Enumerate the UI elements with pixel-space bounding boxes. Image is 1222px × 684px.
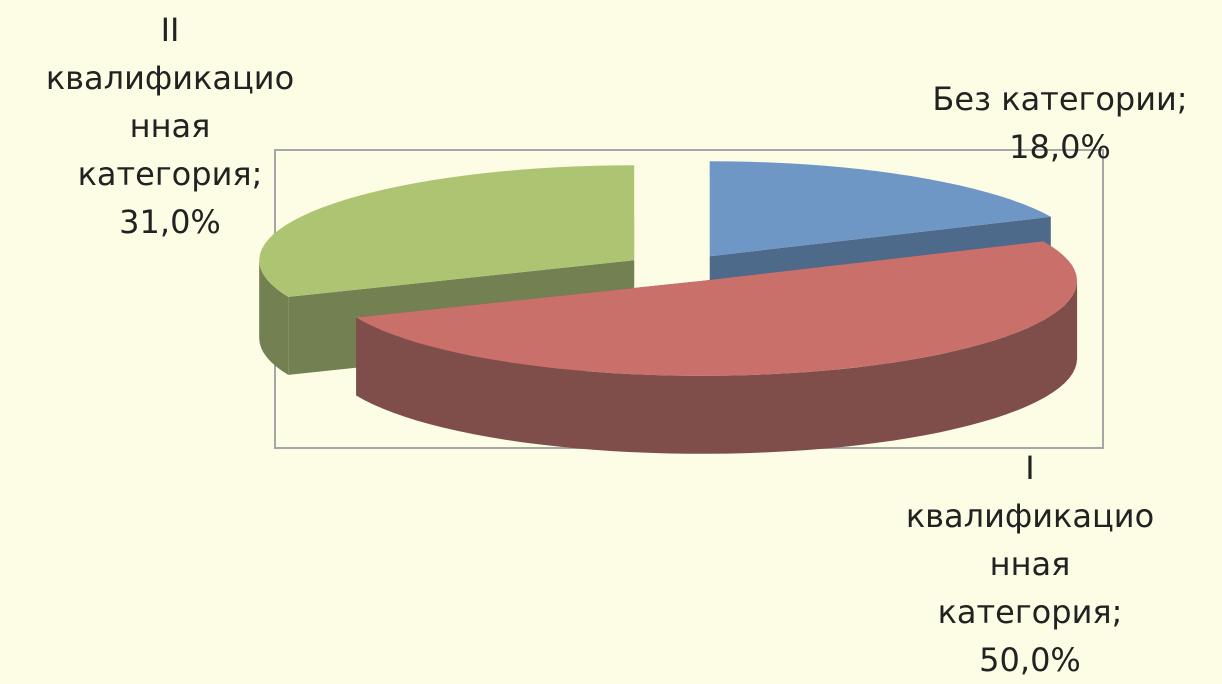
label-line: I — [860, 444, 1200, 492]
data-label-bez-kategorii: Без категории; 18,0% — [905, 75, 1215, 171]
label-value: 31,0% — [10, 198, 330, 246]
label-line: нная — [860, 540, 1200, 588]
data-label-i-kategoriya: I квалификацио нная категория; 50,0% — [860, 444, 1200, 684]
label-value: 18,0% — [905, 123, 1215, 171]
label-line: нная — [10, 102, 330, 150]
label-line: II — [10, 6, 330, 54]
label-line: квалификацио — [860, 492, 1200, 540]
label-line: Без категории; — [905, 75, 1215, 123]
label-line: категория; — [10, 150, 330, 198]
pie-slices — [259, 161, 1077, 454]
label-value: 50,0% — [860, 636, 1200, 684]
data-label-ii-kategoriya: II квалификацио нная категория; 31,0% — [10, 6, 330, 246]
label-line: категория; — [860, 588, 1200, 636]
label-line: квалификацио — [10, 54, 330, 102]
